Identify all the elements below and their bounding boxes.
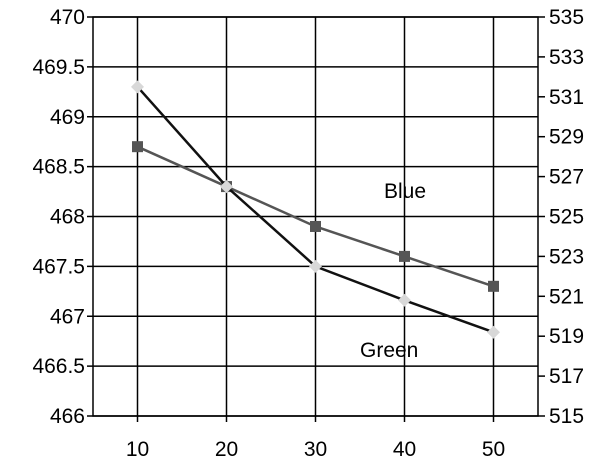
left-tick-label: 470 — [50, 6, 85, 29]
right-tick-label: 515 — [549, 405, 584, 428]
right-tick-label: 523 — [549, 245, 584, 268]
right-tick-label: 525 — [549, 206, 584, 229]
right-tick-label: 519 — [549, 325, 584, 348]
left-tick-label: 468.5 — [32, 156, 85, 179]
left-tick-label: 467.5 — [32, 255, 85, 278]
data-point-green — [398, 293, 411, 307]
data-point-green — [131, 80, 144, 94]
x-tick-label: 40 — [393, 438, 416, 461]
data-point-green — [220, 180, 233, 194]
data-point-green — [309, 259, 322, 273]
right-tick-label: 535 — [549, 6, 584, 29]
data-point-blue — [132, 141, 143, 153]
left-tick-label: 466 — [50, 405, 85, 428]
grid-lines — [93, 16, 538, 417]
x-tick-label: 10 — [126, 438, 149, 461]
data-point-blue — [399, 250, 410, 262]
right-tick-label: 527 — [549, 166, 584, 189]
x-tick-label: 30 — [304, 438, 327, 461]
right-tick-label: 521 — [549, 285, 584, 308]
left-tick-label: 468 — [50, 206, 85, 229]
x-axis: 10 20 30 40 50 — [126, 416, 505, 461]
data-point-blue — [310, 220, 321, 232]
left-tick-label: 466.5 — [32, 355, 85, 378]
series-label-green: Green — [360, 339, 418, 362]
left-tick-label: 469.5 — [32, 56, 85, 79]
series-label-blue: Blue — [384, 180, 426, 203]
left-y-axis: 466 466.5 467 467.5 468 468.5 469 469.5 470 — [32, 6, 93, 428]
left-tick-label: 469 — [50, 106, 85, 129]
right-tick-label: 533 — [549, 46, 584, 69]
right-tick-label: 517 — [549, 365, 584, 388]
data-point-green — [487, 325, 500, 339]
series-layer — [131, 80, 500, 339]
left-tick-label: 467 — [50, 305, 85, 328]
x-tick-label: 50 — [482, 438, 505, 461]
right-tick-label: 529 — [549, 126, 584, 149]
right-y-axis: 515 517 519 521 523 525 527 529 531 533 535 — [538, 6, 584, 428]
data-point-blue — [488, 280, 499, 292]
right-tick-label: 531 — [549, 86, 584, 109]
x-tick-label: 20 — [215, 438, 238, 461]
